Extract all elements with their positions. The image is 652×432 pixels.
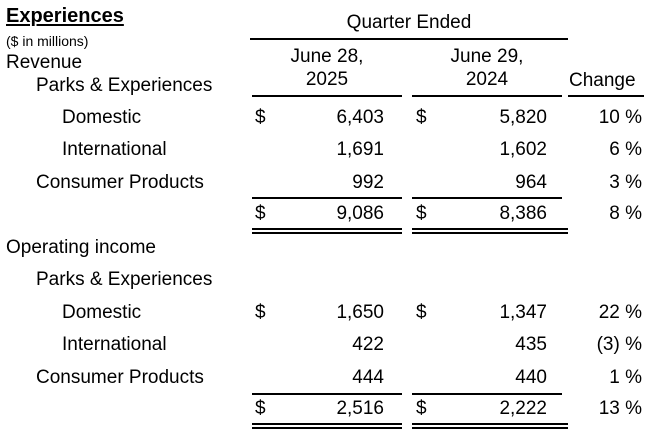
quarter-ended-header: Quarter Ended	[346, 12, 472, 33]
oi-total-double-rule-2024-b	[412, 427, 568, 429]
revenue-total-double-rule-2024-a	[412, 228, 568, 230]
change-header: Change	[569, 70, 636, 91]
oi-domestic-cur-2025: $	[255, 302, 266, 323]
revenue-domestic-2025: 6,403	[336, 107, 384, 128]
oi-total-cur-2025: $	[255, 398, 266, 419]
oi-domestic-2025: 1,650	[336, 302, 384, 323]
oi-consumer-2024: 440	[515, 367, 547, 388]
col-2024-year: 2024	[465, 69, 509, 90]
revenue-consumer-change: 3 %	[609, 172, 642, 193]
oi-total-2025: 2,516	[336, 398, 384, 419]
col-2024-header-underline	[412, 95, 562, 97]
oi-domestic-2024: 1,347	[499, 302, 547, 323]
oi-international-2024: 435	[515, 334, 547, 355]
oi-consumer-label: Consumer Products	[36, 367, 204, 388]
oi-domestic-label: Domestic	[62, 302, 142, 323]
operating-income-label: Operating income	[6, 237, 156, 258]
oi-total-double-rule-2025-a	[252, 423, 402, 425]
revenue-international-label: International	[62, 139, 167, 160]
revenue-consumer-2024: 964	[515, 172, 547, 193]
revenue-total-double-rule-2025-b	[252, 232, 402, 234]
oi-consumer-2025: 444	[352, 367, 384, 388]
table-title: Experiences	[6, 5, 124, 27]
revenue-international-2025: 1,691	[336, 139, 384, 160]
col-2025-date: June 28,	[290, 46, 364, 67]
oi-consumer-change: 1 %	[609, 367, 642, 388]
revenue-subtotal-rule-2024	[412, 197, 562, 199]
revenue-domestic-cur-2025: $	[255, 107, 266, 128]
revenue-total-cur-2024: $	[416, 203, 427, 224]
revenue-domestic-cur-2024: $	[416, 107, 427, 128]
oi-total-double-rule-2025-b	[252, 427, 402, 429]
col-2024-date: June 29,	[450, 46, 524, 67]
revenue-total-2024: 8,386	[499, 203, 547, 224]
revenue-total-double-rule-2025-a	[252, 228, 402, 230]
oi-international-2025: 422	[352, 334, 384, 355]
revenue-international-change: 6 %	[609, 139, 642, 160]
revenue-total-2025: 9,086	[336, 203, 384, 224]
oi-subtotal-rule-2025	[252, 393, 402, 395]
revenue-domestic-change: 10 %	[598, 107, 642, 128]
oi-total-cur-2024: $	[416, 398, 427, 419]
header-rule	[250, 38, 568, 40]
oi-total-change: 13 %	[598, 398, 642, 419]
revenue-subtotal-rule-2025	[252, 197, 402, 199]
oi-parks-label: Parks & Experiences	[36, 269, 213, 290]
revenue-domestic-label: Domestic	[62, 107, 142, 128]
revenue-consumer-2025: 992	[352, 172, 384, 193]
revenue-consumer-label: Consumer Products	[36, 172, 204, 193]
oi-domestic-cur-2024: $	[416, 302, 427, 323]
oi-international-change: (3) %	[596, 334, 642, 355]
revenue-total-double-rule-2024-b	[412, 232, 568, 234]
oi-domestic-change: 22 %	[598, 302, 642, 323]
revenue-international-2024: 1,602	[499, 139, 547, 160]
change-header-underline	[568, 95, 644, 97]
oi-total-2024: 2,222	[499, 398, 547, 419]
col-2025-year: 2025	[305, 69, 349, 90]
oi-international-label: International	[62, 334, 167, 355]
oi-total-double-rule-2024-a	[412, 423, 568, 425]
revenue-total-change: 8 %	[609, 203, 642, 224]
revenue-total-cur-2025: $	[255, 203, 266, 224]
revenue-label: Revenue	[6, 52, 83, 73]
units-note: ($ in millions)	[6, 33, 89, 49]
col-2025-header-underline	[252, 95, 402, 97]
oi-subtotal-rule-2024	[412, 393, 562, 395]
revenue-domestic-2024: 5,820	[499, 107, 547, 128]
revenue-parks-label: Parks & Experiences	[36, 75, 213, 96]
